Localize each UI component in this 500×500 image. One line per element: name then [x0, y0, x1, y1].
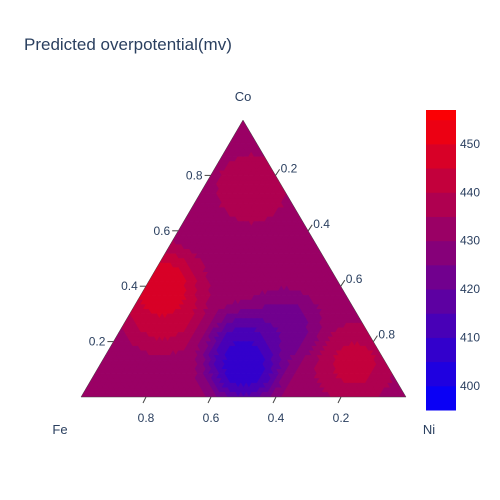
tick-label-fe: 0.6: [203, 411, 220, 425]
colorbar-band: [426, 216, 456, 242]
colorbar-band: [426, 313, 456, 338]
colorbar-band: [426, 143, 456, 169]
colorbar-band: [426, 119, 456, 145]
tick-label-fe: 0.8: [138, 411, 155, 425]
colorbar-band: [426, 289, 456, 314]
colorbar-band: [426, 168, 456, 193]
tick-label-fe: 0.4: [268, 411, 285, 425]
tick-label-co: 0.2: [89, 335, 106, 349]
tick-label-ni: 0.8: [378, 328, 395, 342]
ternary-ticks: 0.2 0.4 0.6 0.8 0.2 0.4 0.6 0.8 0.2 0.4 0.6 0.8: [89, 161, 396, 425]
colorbar-band: [426, 361, 456, 387]
colorbar-band: [426, 337, 456, 363]
colorbar-band: [426, 110, 456, 121]
colorbar-tick-label: 450: [460, 137, 480, 151]
colorbar: 400 410 420 430 440 450: [426, 110, 480, 411]
colorbar-tick-label: 420: [460, 282, 480, 296]
colorbar-band: [426, 240, 456, 266]
tick-mark: [275, 169, 281, 176]
chart-title: Predicted overpotential(mv): [24, 35, 232, 54]
tick-label-co: 0.6: [154, 224, 171, 238]
ternary-outline: [80, 119, 407, 398]
axis-label-ni: Ni: [423, 422, 435, 437]
colorbar-band: [426, 192, 456, 217]
axis-label-co: Co: [235, 89, 252, 104]
tick-mark: [142, 396, 147, 404]
colorbar-band: [426, 264, 456, 290]
tick-mark: [272, 396, 277, 404]
axis-label-fe: Fe: [52, 422, 67, 437]
colorbar-tick-label: 400: [460, 379, 480, 393]
tick-mark: [372, 335, 378, 342]
colorbar-tick-label: 430: [460, 234, 480, 248]
colorbar-tick-label: 440: [460, 185, 480, 199]
tick-label-ni: 0.2: [281, 161, 298, 175]
tick-mark: [207, 396, 212, 404]
tick-label-ni: 0.6: [346, 272, 363, 286]
colorbar-tick-label: 410: [460, 330, 480, 344]
tick-mark: [340, 279, 346, 287]
contour-fill: [81, 120, 406, 397]
tick-mark: [307, 224, 313, 232]
tick-label-co: 0.4: [121, 279, 138, 293]
tick-label-ni: 0.4: [313, 217, 330, 231]
tick-mark: [337, 396, 342, 404]
tick-label-fe: 0.2: [333, 411, 350, 425]
tick-label-co: 0.8: [186, 168, 203, 182]
colorbar-band: [426, 385, 456, 411]
